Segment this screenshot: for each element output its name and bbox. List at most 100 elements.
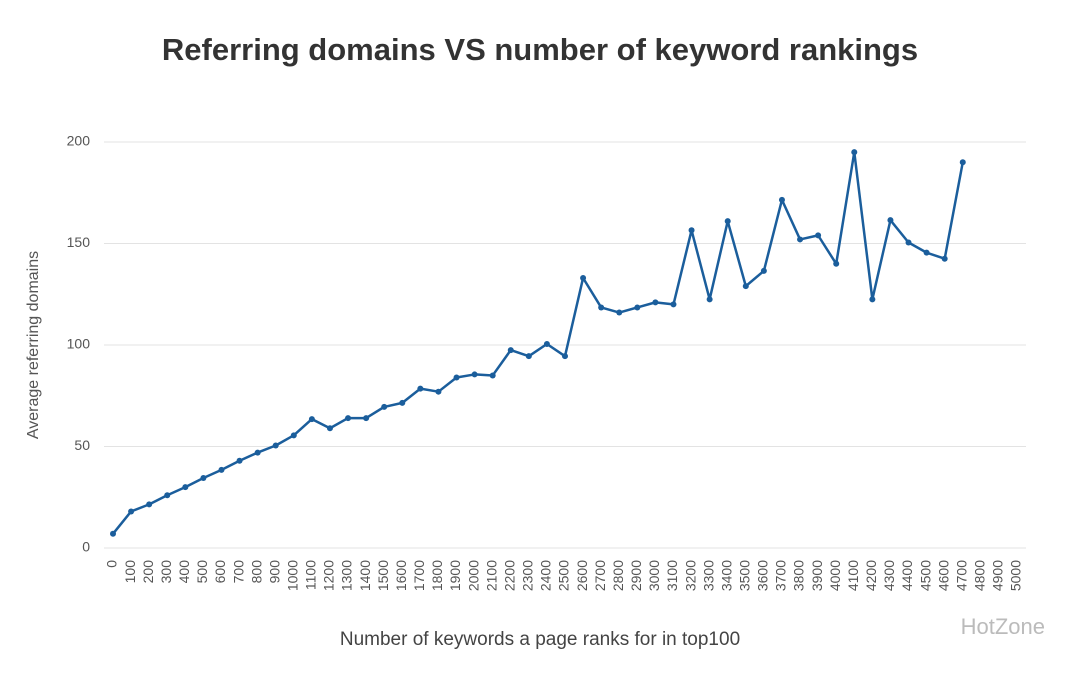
x-tick-label: 300 bbox=[158, 560, 174, 584]
point bbox=[417, 385, 424, 392]
x-tick-label: 0 bbox=[104, 560, 120, 568]
x-tick-label: 3300 bbox=[700, 560, 716, 591]
x-tick-label: 3100 bbox=[664, 560, 680, 591]
x-tick-label: 1700 bbox=[411, 560, 427, 591]
x-tick-label: 3800 bbox=[791, 560, 807, 591]
point bbox=[778, 196, 785, 203]
watermark: HotZone bbox=[961, 614, 1045, 639]
y-tick-label: 150 bbox=[67, 234, 91, 250]
x-tick-label: 2600 bbox=[574, 560, 590, 591]
x-tick-label: 2800 bbox=[610, 560, 626, 591]
y-axis-label: Average referring domains bbox=[25, 251, 42, 439]
point bbox=[453, 374, 460, 381]
point bbox=[797, 236, 804, 243]
point bbox=[941, 255, 948, 262]
x-tick-label: 4000 bbox=[827, 560, 843, 591]
y-tick-label: 200 bbox=[67, 133, 91, 149]
point bbox=[833, 260, 840, 267]
line bbox=[112, 150, 964, 535]
point bbox=[760, 267, 767, 274]
point bbox=[905, 239, 912, 246]
x-tick-label: 1800 bbox=[429, 560, 445, 591]
x-tick-label: 3200 bbox=[682, 560, 698, 591]
point bbox=[489, 372, 496, 379]
point bbox=[290, 432, 297, 439]
x-tick-label: 1100 bbox=[303, 560, 319, 590]
x-tick-label: 4400 bbox=[899, 560, 915, 591]
point bbox=[471, 371, 478, 378]
point bbox=[706, 296, 713, 303]
point bbox=[164, 492, 171, 499]
point bbox=[110, 530, 116, 537]
point bbox=[851, 149, 858, 156]
y-tick-label: 100 bbox=[67, 336, 91, 352]
point bbox=[507, 347, 514, 354]
point bbox=[218, 466, 225, 473]
point bbox=[525, 353, 532, 360]
point bbox=[128, 508, 135, 515]
x-tick-label: 4200 bbox=[863, 560, 879, 591]
point bbox=[869, 296, 876, 303]
x-tick-label: 2400 bbox=[538, 560, 554, 591]
x-tick-label: 4300 bbox=[881, 560, 897, 591]
x-tick-label: 4100 bbox=[845, 560, 861, 591]
x-tick-label: 4800 bbox=[972, 560, 988, 591]
point bbox=[923, 249, 930, 256]
x-tick-label: 2700 bbox=[592, 560, 608, 591]
x-tick-label: 800 bbox=[248, 560, 264, 584]
x-axis-label: Number of keywords a page ranks for in t… bbox=[340, 629, 740, 650]
x-tick-label: 700 bbox=[230, 560, 246, 584]
point bbox=[815, 232, 822, 239]
point bbox=[308, 416, 315, 423]
point bbox=[742, 283, 749, 290]
point bbox=[363, 415, 370, 422]
point bbox=[435, 388, 442, 395]
x-tick-label: 3000 bbox=[646, 560, 662, 591]
point bbox=[345, 415, 352, 422]
point bbox=[562, 353, 568, 360]
point bbox=[182, 484, 189, 491]
point bbox=[959, 159, 966, 166]
point bbox=[598, 304, 605, 311]
point bbox=[652, 299, 659, 306]
x-tick-label: 500 bbox=[194, 560, 210, 584]
x-tick-label: 3700 bbox=[773, 560, 789, 591]
x-tick-label: 4700 bbox=[953, 560, 969, 591]
y-tick-label: 0 bbox=[82, 539, 90, 555]
x-tick-label: 2300 bbox=[520, 560, 536, 591]
point bbox=[724, 218, 731, 225]
x-tick-label: 1200 bbox=[321, 560, 337, 591]
point bbox=[670, 301, 677, 308]
x-tick-label: 5000 bbox=[1008, 560, 1024, 591]
point bbox=[543, 340, 550, 347]
x-tick-label: 1400 bbox=[357, 560, 373, 591]
chart-title: Referring domains VS number of keyword r… bbox=[162, 32, 918, 67]
point bbox=[580, 275, 587, 282]
point bbox=[399, 399, 406, 406]
point bbox=[381, 403, 388, 410]
x-tick-label: 2000 bbox=[465, 560, 481, 591]
x-tick-label: 3600 bbox=[755, 560, 771, 591]
x-tick-label: 1600 bbox=[393, 560, 409, 591]
x-tick-label: 2500 bbox=[556, 560, 572, 591]
x-tick-label: 200 bbox=[140, 560, 156, 584]
x-tick-label: 2900 bbox=[628, 560, 644, 591]
point bbox=[688, 227, 695, 234]
point bbox=[326, 425, 333, 432]
point bbox=[146, 501, 153, 508]
x-tick-label: 4600 bbox=[935, 560, 951, 591]
x-tick-label: 1500 bbox=[375, 560, 391, 591]
point bbox=[634, 304, 641, 311]
x-tick-label: 2200 bbox=[501, 560, 517, 591]
x-tick-label: 1000 bbox=[285, 560, 301, 591]
y-tick-label: 50 bbox=[74, 437, 90, 453]
x-tick-label: 3500 bbox=[737, 560, 753, 591]
x-tick-label: 100 bbox=[122, 560, 138, 584]
x-tick-label: 4900 bbox=[990, 560, 1006, 591]
x-tick-label: 2100 bbox=[483, 560, 499, 591]
point bbox=[887, 217, 894, 224]
x-tick-label: 600 bbox=[212, 560, 228, 584]
x-tick-label: 1900 bbox=[447, 560, 463, 591]
x-tick-label: 400 bbox=[176, 560, 192, 584]
